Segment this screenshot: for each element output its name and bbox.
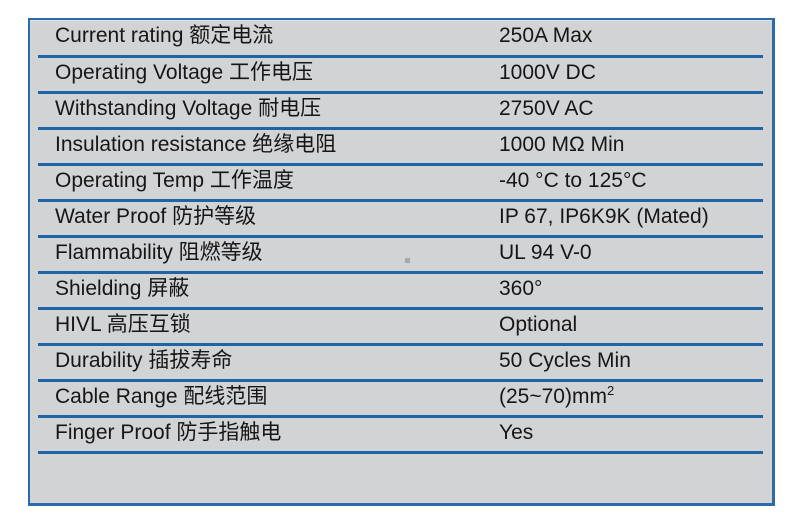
spec-value-label: 360° — [499, 276, 543, 300]
spec-value-label: 2750V AC — [499, 96, 594, 120]
spec-value-cell: 50 Cycles Min — [495, 344, 768, 382]
spec-parameter-cell: Operating Temp 工作温度 — [34, 164, 495, 202]
spec-parameter-cell: Flammability 阻燃等级 — [34, 236, 495, 274]
spec-value-label: Optional — [499, 312, 578, 336]
spec-parameter-label: Durability 插拔寿命 — [55, 348, 233, 372]
spec-parameter-label: Insulation resistance 绝缘电阻 — [55, 132, 337, 156]
spec-value-label: 1000V DC — [499, 60, 596, 84]
spec-value-cell: UL 94 V-0 — [495, 236, 768, 274]
spec-value-cell: -40 °C to 125°C — [495, 164, 768, 202]
spec-value-cell: 1000V DC — [495, 56, 768, 94]
spec-parameter-label: Finger Proof 防手指触电 — [55, 420, 282, 444]
spec-value-label: -40 °C to 125°C — [499, 168, 647, 192]
spec-parameter-cell: Shielding 屏蔽 — [34, 272, 495, 310]
spec-parameter-cell: Insulation resistance 绝缘电阻 — [34, 128, 495, 166]
table-row: Water Proof 防护等级 IP 67, IP6K9K (Mated) — [34, 200, 768, 238]
table-row: Shielding 屏蔽 360° — [34, 272, 768, 310]
specification-table: Current rating 额定电流 250A Max Operating Vol… — [30, 20, 772, 454]
table-row: Insulation resistance 绝缘电阻 1000 MΩ Min — [34, 128, 768, 166]
spec-parameter-cell: Water Proof 防护等级 — [34, 200, 495, 238]
spec-value-cell: 250A Max — [495, 20, 768, 58]
spec-value-label: (25~70)mm2 — [499, 382, 615, 408]
table-row: Flammability 阻燃等级 UL 94 V-0 — [34, 236, 768, 274]
spec-value-label: 250A Max — [499, 24, 593, 48]
spec-parameter-label: Withstanding Voltage 耐电压 — [55, 96, 322, 120]
spec-value-cell: Yes — [495, 416, 768, 454]
table-row: Operating Temp 工作温度 -40 °C to 125°C — [34, 164, 768, 202]
spec-value-cell: 1000 MΩ Min — [495, 128, 768, 166]
spec-parameter-label: Cable Range 配线范围 — [55, 384, 268, 408]
spec-value-cell: IP 67, IP6K9K (Mated) — [495, 200, 768, 238]
spec-parameter-cell: HIVL 高压互锁 — [34, 308, 495, 346]
spec-parameter-label: Operating Voltage 工作电压 — [55, 60, 313, 84]
spec-parameter-label: Water Proof 防护等级 — [55, 204, 257, 228]
table-row: Current rating 额定电流 250A Max — [34, 20, 768, 58]
table-row: Operating Voltage 工作电压 1000V DC — [34, 56, 768, 94]
table-row: Withstanding Voltage 耐电压 2750V AC — [34, 92, 768, 130]
table-row: Finger Proof 防手指触电 Yes — [34, 416, 768, 454]
spec-value-label: UL 94 V-0 — [499, 240, 592, 264]
table-row: HIVL 高压互锁 Optional — [34, 308, 768, 346]
specification-table-body: Current rating 额定电流 250A Max Operating Vol… — [34, 20, 768, 454]
table-row: Cable Range 配线范围 (25~70)mm2 — [34, 380, 768, 418]
spec-parameter-label: Operating Temp 工作温度 — [55, 168, 294, 192]
spec-value-label: IP 67, IP6K9K (Mated) — [499, 204, 709, 228]
spec-parameter-cell: Withstanding Voltage 耐电压 — [34, 92, 495, 130]
spec-parameter-cell: Durability 插拔寿命 — [34, 344, 495, 382]
spec-value-superscript: 2 — [606, 382, 615, 398]
spec-parameter-label: Current rating 额定电流 — [55, 24, 274, 48]
spec-parameter-label: HIVL 高压互锁 — [55, 312, 191, 336]
spec-value-label: 1000 MΩ Min — [499, 132, 625, 156]
spec-parameter-cell: Finger Proof 防手指触电 — [34, 416, 495, 454]
spec-value-label: 50 Cycles Min — [499, 348, 631, 372]
spec-parameter-label: Shielding 屏蔽 — [55, 276, 190, 300]
spec-value-cell: (25~70)mm2 — [495, 380, 768, 418]
spec-parameter-label: Flammability 阻燃等级 — [55, 240, 263, 264]
spec-value-cell: Optional — [495, 308, 768, 346]
table-filler-area — [30, 459, 772, 503]
specification-panel: Current rating 额定电流 250A Max Operating Vol… — [28, 18, 775, 506]
spec-value-cell: 360° — [495, 272, 768, 310]
spec-parameter-cell: Cable Range 配线范围 — [34, 380, 495, 418]
spec-parameter-cell: Current rating 额定电流 — [34, 20, 495, 58]
spec-value-cell: 2750V AC — [495, 92, 768, 130]
table-row: Durability 插拔寿命 50 Cycles Min — [34, 344, 768, 382]
spec-value-label: Yes — [499, 420, 534, 444]
spec-parameter-cell: Operating Voltage 工作电压 — [34, 56, 495, 94]
